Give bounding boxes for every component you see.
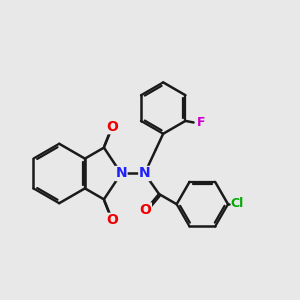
Text: Cl: Cl: [230, 197, 244, 210]
Text: N: N: [115, 167, 127, 181]
Text: O: O: [106, 120, 118, 134]
Text: F: F: [197, 116, 206, 129]
Text: O: O: [140, 203, 151, 217]
Text: O: O: [106, 213, 118, 227]
Text: N: N: [139, 167, 151, 181]
